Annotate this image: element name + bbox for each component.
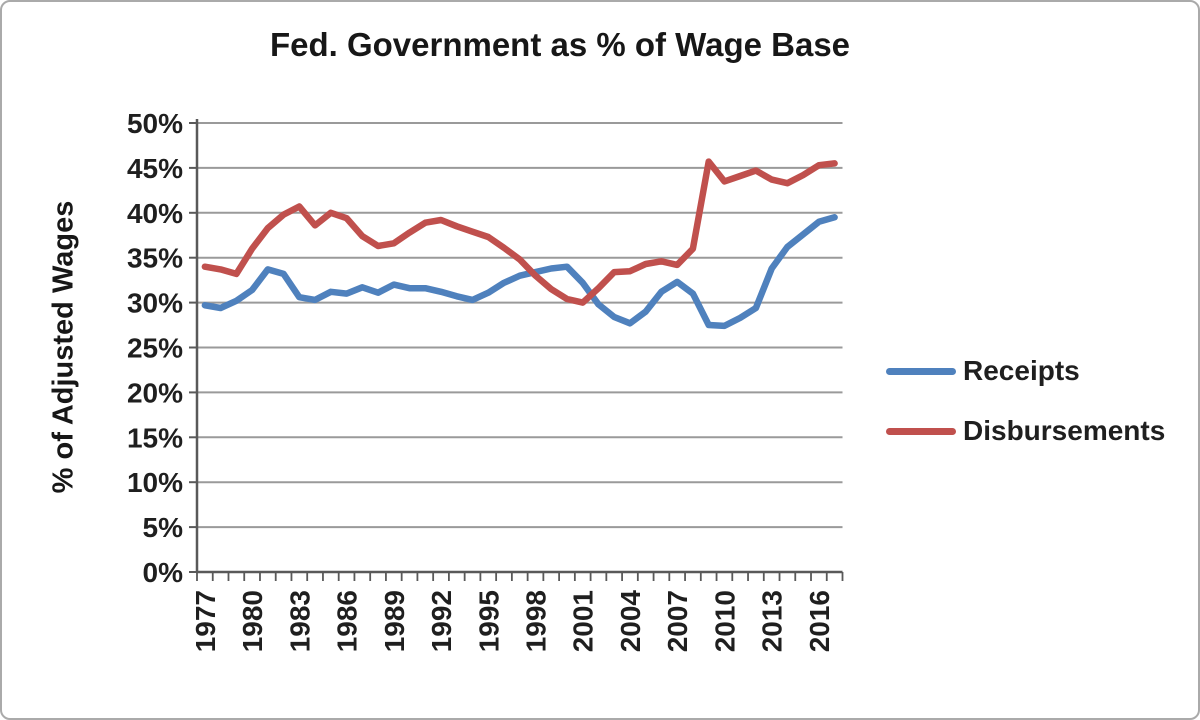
x-tick-label: 1986 <box>332 590 363 652</box>
x-tick-label: 2010 <box>709 590 740 652</box>
x-tick-label: 1977 <box>190 590 221 652</box>
x-tick-label: 1992 <box>426 590 457 652</box>
y-tick-label: 10% <box>127 467 183 498</box>
y-tick-label: 25% <box>127 333 183 364</box>
legend-entry-disbursements: Disbursements <box>886 408 1165 454</box>
y-tick-label: 35% <box>127 243 183 274</box>
y-tick-label: 50% <box>127 108 183 139</box>
x-tick-label: 1995 <box>473 590 504 652</box>
series-disbursements <box>201 158 838 306</box>
chart-title: Fed. Government as % of Wage Base <box>269 26 851 63</box>
series-receipts <box>201 214 838 330</box>
x-tick-label: 1998 <box>520 590 551 652</box>
x-tick-label: 2004 <box>615 590 646 653</box>
x-axis-ticks <box>196 572 844 581</box>
legend-entry-receipts: Receipts <box>886 348 1165 394</box>
x-tick-label: 1980 <box>237 590 268 652</box>
y-tick-label: 20% <box>127 377 183 408</box>
disbursements-line-swatch <box>886 427 956 435</box>
y-tick-label: 45% <box>127 153 183 184</box>
y-tick-label: 15% <box>127 422 183 453</box>
y-tick-label: 40% <box>127 198 183 229</box>
x-axis-labels: 1977 1980 1983 1986 1989 1992 1995 1998 2001 2004… <box>190 590 835 653</box>
x-tick-label: 1989 <box>379 590 410 652</box>
y-tick-label: 5% <box>143 512 184 543</box>
legend-label-disbursements: Disbursements <box>963 415 1166 446</box>
x-tick-label: 2007 <box>662 590 693 652</box>
gridlines <box>197 122 843 529</box>
legend: Receipts Disbursements <box>886 348 1165 468</box>
x-tick-label: 2013 <box>757 590 788 652</box>
x-tick-label: 2016 <box>804 590 835 652</box>
x-tick-label: 1983 <box>284 590 315 652</box>
legend-label-receipts: Receipts <box>963 355 1080 386</box>
receipts-line-swatch <box>886 367 956 375</box>
x-tick-label: 2001 <box>568 590 599 652</box>
y-axis-ticks: 0% 5% 10% 15% 20% 25% 30% 35% 40% 45% 50% <box>127 108 197 588</box>
axes <box>195 119 843 574</box>
y-tick-label: 0% <box>143 557 184 588</box>
y-tick-label: 30% <box>127 288 183 319</box>
